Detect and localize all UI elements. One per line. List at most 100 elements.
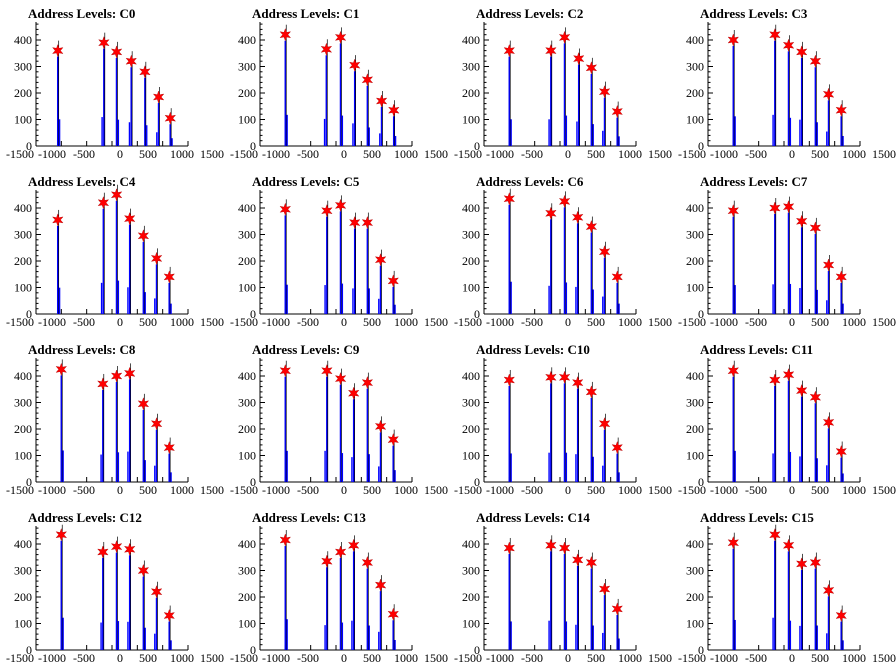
histogram-bar bbox=[772, 617, 774, 650]
peak-marker bbox=[598, 417, 611, 431]
x-tick-label: -1000 bbox=[38, 651, 66, 665]
histogram-bar bbox=[128, 224, 131, 314]
chart-title: Address Levels: C4 bbox=[28, 174, 136, 189]
peak-marker bbox=[334, 371, 347, 386]
histogram-bar bbox=[168, 621, 171, 650]
x-tick-label: -1500 bbox=[454, 483, 482, 497]
y-tick-label: 0 bbox=[250, 139, 256, 153]
y-tick-label: 200 bbox=[686, 86, 704, 100]
y-tick-label: 100 bbox=[14, 113, 32, 127]
histogram-bar bbox=[840, 621, 843, 650]
histogram-bar bbox=[603, 257, 606, 314]
histogram-bar bbox=[575, 624, 577, 650]
peak-marker bbox=[374, 578, 387, 592]
chart-title: Address Levels: C14 bbox=[476, 510, 590, 525]
histogram-bar bbox=[142, 409, 145, 482]
histogram-bar bbox=[146, 125, 148, 146]
x-tick-label: 0 bbox=[117, 147, 123, 161]
x-tick-label: -1500 bbox=[230, 315, 258, 329]
histogram-bar bbox=[618, 136, 620, 146]
y-tick-label: 400 bbox=[462, 537, 480, 551]
peak-marker bbox=[585, 555, 598, 570]
peak-marker bbox=[320, 42, 333, 56]
peak-marker bbox=[503, 541, 516, 555]
y-tick-label: 300 bbox=[462, 396, 480, 410]
x-tick-label: 1500 bbox=[872, 315, 896, 329]
x-tick-label: 1500 bbox=[200, 651, 224, 665]
peak-marker bbox=[795, 214, 808, 228]
x-tick-label: 500 bbox=[587, 651, 605, 665]
histogram-bar bbox=[117, 452, 120, 482]
histogram-bar bbox=[56, 56, 59, 146]
peak-marker bbox=[110, 539, 123, 554]
histogram-bar bbox=[616, 282, 619, 314]
histogram-bar bbox=[816, 289, 818, 314]
peak-marker bbox=[822, 258, 835, 272]
peak-marker bbox=[150, 417, 163, 431]
x-tick-label: 500 bbox=[811, 651, 829, 665]
histogram-bar bbox=[565, 621, 568, 650]
histogram-bar bbox=[816, 625, 818, 650]
y-tick-label: 300 bbox=[462, 60, 480, 74]
histogram-bar bbox=[592, 625, 594, 650]
histogram-bar bbox=[368, 127, 370, 146]
x-tick-label: -1500 bbox=[6, 651, 34, 665]
histogram-bar bbox=[102, 208, 105, 314]
x-tick-label: -500 bbox=[521, 147, 543, 161]
y-tick-label: 400 bbox=[686, 201, 704, 215]
histogram-bar bbox=[734, 619, 736, 650]
histogram-bar bbox=[171, 138, 173, 146]
y-tick-label: 100 bbox=[14, 617, 32, 631]
histogram-bar bbox=[117, 280, 120, 314]
x-tick-label: 1000 bbox=[394, 483, 418, 497]
histogram-bar bbox=[618, 472, 620, 482]
y-tick-label: 400 bbox=[462, 369, 480, 383]
x-tick-label: 1000 bbox=[394, 651, 418, 665]
histogram-bar bbox=[378, 631, 380, 650]
x-tick-label: -1500 bbox=[678, 315, 706, 329]
histogram-bar bbox=[155, 429, 158, 482]
x-tick-label: 1000 bbox=[842, 483, 866, 497]
peak-marker bbox=[503, 373, 516, 387]
peak-marker bbox=[503, 192, 516, 206]
chart-title: Address Levels: C15 bbox=[700, 510, 814, 525]
histogram-bar bbox=[366, 568, 369, 650]
x-tick-label: 1000 bbox=[394, 315, 418, 329]
peak-marker bbox=[97, 196, 110, 210]
x-tick-label: 1000 bbox=[394, 147, 418, 161]
histogram-bar bbox=[799, 288, 801, 314]
peak-marker bbox=[110, 369, 123, 383]
y-tick-label: 0 bbox=[474, 475, 480, 489]
histogram-bar bbox=[616, 614, 619, 650]
histogram-bar bbox=[814, 233, 817, 314]
histogram-bar bbox=[324, 450, 326, 482]
x-tick-label: 0 bbox=[565, 483, 571, 497]
histogram-bar bbox=[341, 453, 344, 482]
peak-marker bbox=[387, 607, 399, 621]
x-tick-label: 500 bbox=[139, 147, 157, 161]
histogram-bar bbox=[510, 119, 512, 146]
histogram-bar bbox=[774, 40, 776, 147]
histogram-bar bbox=[548, 119, 550, 146]
x-tick-label: -1500 bbox=[230, 483, 258, 497]
x-tick-label: 1000 bbox=[618, 147, 642, 161]
histogram-bar bbox=[127, 621, 129, 650]
histogram-bar bbox=[563, 43, 566, 146]
y-tick-label: 100 bbox=[462, 449, 480, 463]
y-tick-label: 0 bbox=[26, 139, 32, 153]
peak-marker bbox=[361, 73, 374, 87]
y-tick-label: 200 bbox=[238, 422, 256, 436]
peak-marker bbox=[571, 375, 584, 390]
peak-marker bbox=[163, 270, 175, 284]
y-tick-label: 300 bbox=[686, 60, 704, 74]
histogram-bar bbox=[286, 284, 288, 314]
histogram-bar bbox=[789, 451, 792, 482]
chart-panel: Address Levels: C3 0 100 200 300 400 -1500 -100… bbox=[678, 6, 896, 161]
x-tick-label: 1500 bbox=[872, 651, 896, 665]
histogram-bar bbox=[56, 225, 59, 314]
peak-marker bbox=[321, 204, 333, 218]
x-tick-label: -500 bbox=[745, 483, 767, 497]
histogram-bar bbox=[563, 207, 566, 314]
peak-marker bbox=[571, 553, 584, 567]
peak-marker bbox=[321, 554, 333, 568]
